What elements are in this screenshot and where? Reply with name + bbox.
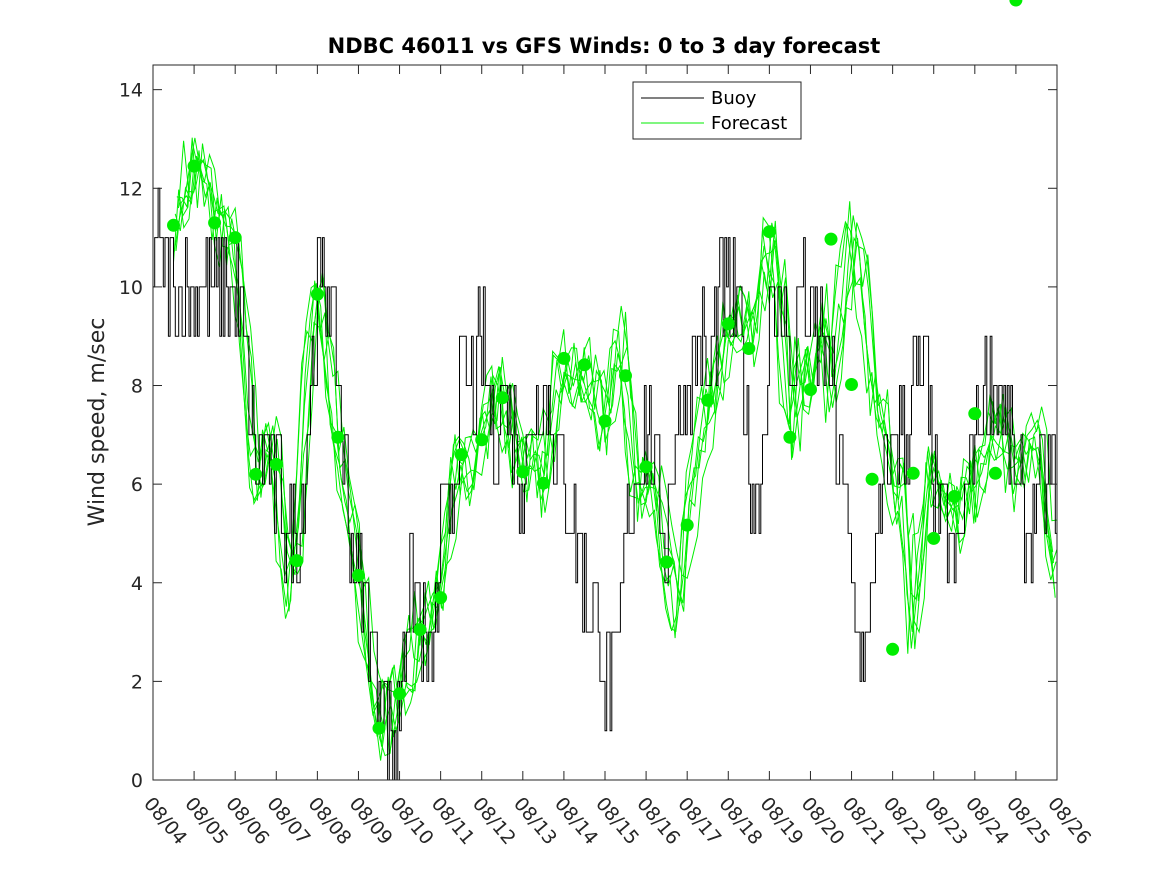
forecast-marker bbox=[721, 317, 735, 331]
forecast-marker bbox=[578, 358, 591, 372]
forecast-marker bbox=[742, 342, 756, 355]
forecast-marker bbox=[557, 351, 571, 365]
forecast-marker bbox=[434, 591, 448, 605]
y-tick-label: 14 bbox=[119, 80, 143, 102]
y-tick-label: 4 bbox=[131, 573, 143, 595]
forecast-marker bbox=[249, 467, 263, 481]
forecast-marker bbox=[290, 554, 304, 568]
forecast-marker bbox=[372, 721, 386, 735]
forecast-marker bbox=[187, 159, 201, 173]
forecast-marker bbox=[310, 287, 324, 301]
forecast-marker bbox=[680, 518, 694, 532]
forecast-marker bbox=[1009, 0, 1023, 7]
forecast-marker bbox=[393, 687, 406, 701]
forecast-marker bbox=[906, 466, 920, 480]
forecast-marker bbox=[927, 531, 941, 545]
forecast-marker bbox=[619, 369, 632, 383]
forecast-marker bbox=[454, 448, 468, 462]
forecast-marker bbox=[167, 218, 180, 232]
forecast-marker bbox=[968, 407, 982, 421]
y-tick-label: 2 bbox=[131, 671, 143, 693]
forecast-marker bbox=[495, 391, 509, 405]
forecast-marker bbox=[516, 465, 530, 479]
y-tick-label: 0 bbox=[131, 770, 143, 792]
forecast-marker bbox=[269, 457, 283, 471]
forecast-marker bbox=[947, 490, 961, 503]
legend-box bbox=[632, 81, 802, 140]
forecast-marker bbox=[804, 383, 817, 396]
y-tick-label: 6 bbox=[131, 474, 143, 496]
legend: Buoy Forecast bbox=[632, 81, 802, 140]
legend-buoy-label: Buoy bbox=[711, 88, 757, 109]
forecast-marker bbox=[639, 460, 653, 474]
forecast-marker bbox=[352, 568, 365, 582]
buoy-series-group bbox=[153, 187, 1058, 781]
forecast-marker bbox=[762, 225, 776, 239]
chart-title: NDBC 46011 vs GFS Winds: 0 to 3 day fore… bbox=[328, 34, 881, 58]
forecast-line bbox=[178, 140, 1058, 710]
forecast-marker bbox=[660, 555, 674, 569]
forecast-marker bbox=[598, 414, 612, 428]
forecast-marker bbox=[886, 642, 900, 656]
forecast-markers-group bbox=[167, 0, 1023, 735]
forecast-marker bbox=[845, 378, 858, 391]
y-tick-label: 10 bbox=[119, 277, 143, 299]
forecast-marker bbox=[783, 430, 797, 444]
y-axis-label: Wind speed, m/sec bbox=[85, 318, 110, 527]
buoy-line bbox=[153, 187, 1058, 781]
forecast-marker bbox=[228, 231, 242, 245]
forecast-marker bbox=[475, 433, 489, 447]
forecast-marker bbox=[536, 476, 550, 490]
legend-forecast-label: Forecast bbox=[711, 113, 787, 134]
forecast-marker bbox=[208, 216, 222, 230]
forecast-marker bbox=[701, 393, 715, 407]
forecast-marker bbox=[865, 472, 879, 486]
forecast-marker bbox=[413, 623, 427, 637]
forecast-marker bbox=[988, 466, 1002, 480]
y-tick-label: 8 bbox=[131, 376, 143, 398]
y-axis: 0 2 4 6 8 10 12 14 bbox=[119, 80, 1057, 792]
forecast-line bbox=[175, 155, 1055, 747]
y-tick-label: 12 bbox=[119, 178, 143, 200]
forecast-marker bbox=[331, 430, 345, 444]
forecast-marker bbox=[824, 232, 838, 246]
